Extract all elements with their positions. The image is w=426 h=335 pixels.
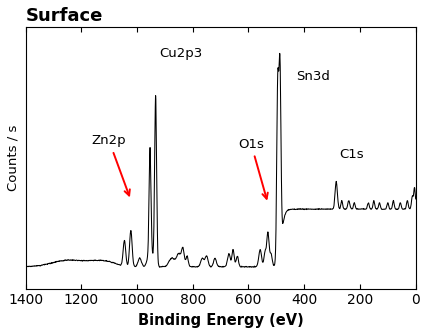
Text: Surface: Surface: [26, 7, 103, 25]
Y-axis label: Counts / s: Counts / s: [7, 124, 20, 191]
Text: O1s: O1s: [238, 138, 267, 199]
X-axis label: Binding Energy (eV): Binding Energy (eV): [138, 313, 303, 328]
Text: Cu2p3: Cu2p3: [159, 47, 202, 60]
Text: Sn3d: Sn3d: [295, 70, 329, 82]
Text: Zn2p: Zn2p: [92, 134, 130, 196]
Text: C1s: C1s: [339, 148, 363, 161]
